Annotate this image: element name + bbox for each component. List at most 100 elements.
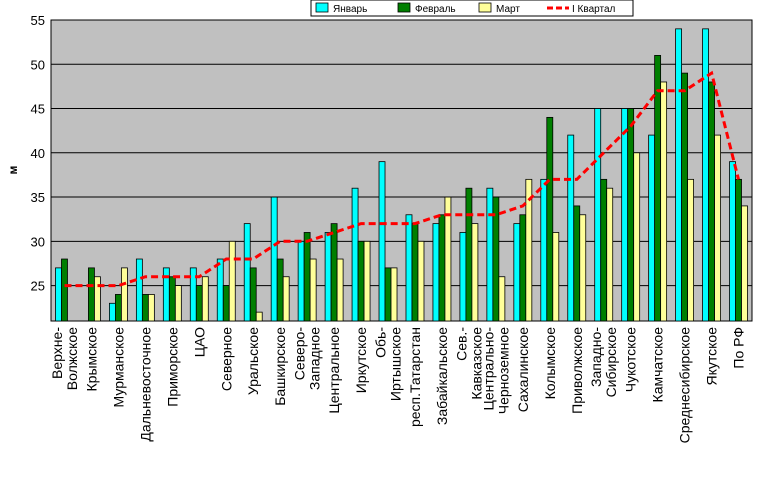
bar-1-10	[297, 240, 305, 322]
bar-3-2	[94, 276, 101, 322]
category-label: Северное	[218, 327, 234, 391]
bar-3-16	[471, 223, 479, 322]
quarter-line	[64, 70, 740, 288]
bar-3-3	[121, 267, 128, 322]
bar-1-22	[621, 108, 629, 322]
bar-2-6	[195, 285, 203, 322]
category-label: Обь-	[373, 327, 389, 358]
bar-2-7	[222, 285, 230, 322]
y-tick-label: 55	[31, 13, 45, 28]
bar-3-23	[660, 81, 668, 322]
bar-3-18	[525, 178, 533, 322]
category-label: Дальневосточное	[137, 327, 153, 442]
category-label: Волжское	[64, 327, 80, 390]
bar-3-9	[282, 276, 290, 322]
bar-3-13	[390, 267, 398, 322]
bar-3-19	[552, 232, 560, 322]
bar-2-11	[330, 223, 338, 322]
category-label: Верхне-	[49, 327, 65, 379]
bar-2-26	[735, 178, 742, 322]
bar-1-1	[55, 267, 62, 322]
bar-1-25	[702, 28, 709, 322]
category-label: Крымское	[83, 327, 99, 392]
bar-2-9	[276, 258, 284, 322]
bar-2-8	[249, 267, 257, 322]
legend-label: Март	[496, 4, 520, 15]
category-label: Чукотское	[623, 327, 639, 392]
bar-3-12	[363, 240, 371, 322]
bar-2-14	[411, 223, 419, 322]
bar-3-21	[606, 187, 614, 322]
category-label: Уральское	[245, 327, 261, 395]
bar-1-11	[324, 232, 332, 322]
bar-3-14	[417, 240, 425, 322]
y-tick-label: 30	[31, 234, 45, 249]
bar-3-10	[309, 258, 317, 322]
category-label: Иртышское	[388, 327, 404, 401]
category-label: Забайкальское	[434, 327, 450, 425]
category-label: Сев.-	[453, 327, 469, 361]
y-tick-label: 40	[31, 146, 45, 161]
bar-3-6	[201, 276, 209, 322]
bar-1-24	[675, 28, 682, 322]
bar-1-15	[432, 223, 440, 322]
y-tick-label: 50	[31, 57, 45, 72]
bar-2-18	[519, 214, 527, 322]
bar-3-7	[228, 240, 236, 322]
bar-3-25	[714, 134, 721, 322]
category-label: Черноземное	[495, 327, 511, 414]
category-label: Башкирское	[272, 327, 288, 406]
bar-1-19	[540, 178, 548, 322]
category-label: Среднесибирское	[677, 327, 693, 444]
bar-1-17	[486, 187, 494, 322]
category-label: Якутское	[704, 327, 720, 386]
bar-2-17	[492, 196, 500, 322]
bar-3-20	[579, 214, 587, 322]
bar-2-21	[600, 178, 608, 322]
bar-3-15	[444, 196, 452, 322]
bar-3-26	[741, 205, 748, 322]
bar-1-9	[270, 196, 278, 322]
bar-2-15	[438, 214, 446, 322]
category-label: Иркутское	[353, 327, 369, 393]
bar-2-23	[654, 55, 662, 322]
category-labels: Верхне-Волжское Крымское Мурманское Дальнев…	[49, 327, 747, 444]
quarter-series-line	[64, 70, 740, 288]
category-label: Сибирское	[603, 327, 619, 398]
category-label: По РФ	[731, 327, 747, 369]
category-label: Приморское	[164, 327, 180, 407]
category-label: Западное	[307, 327, 323, 390]
category-label: Мурманское	[110, 327, 126, 408]
bar-2-19	[546, 116, 554, 322]
bars	[55, 28, 748, 322]
bar-2-10	[303, 232, 311, 322]
bar-1-26	[729, 161, 736, 322]
bar-2-20	[573, 205, 581, 322]
legend-label: I Квартал	[572, 4, 616, 15]
bar-2-2	[88, 267, 95, 322]
legend-swatch	[315, 2, 329, 13]
bar-1-23	[648, 134, 656, 322]
bar-1-7	[216, 258, 224, 322]
bar-1-4	[135, 258, 143, 322]
legend-label: Февраль	[415, 4, 456, 15]
y-tick-label: 25	[31, 279, 45, 294]
bar-2-5	[168, 276, 176, 322]
category-label: Камчатское	[650, 327, 666, 403]
legend-box	[310, 0, 634, 17]
bar-1-8	[243, 223, 251, 322]
bar-2-4	[141, 294, 149, 322]
bar-2-22	[627, 108, 635, 322]
bar-3-24	[687, 178, 694, 322]
category-label: Сахалинское	[515, 327, 531, 412]
legend: Январь Февраль Март I Квартал	[310, 0, 634, 17]
category-label: Кавказское	[468, 327, 484, 400]
bar-1-16	[459, 232, 467, 322]
y-tick-label: 45	[31, 102, 45, 117]
legend-swatch	[397, 2, 411, 13]
bar-2-16	[465, 187, 473, 322]
bar-1-3	[109, 302, 116, 322]
bar-1-13	[378, 161, 386, 322]
category-label: Приволжское	[569, 327, 585, 414]
